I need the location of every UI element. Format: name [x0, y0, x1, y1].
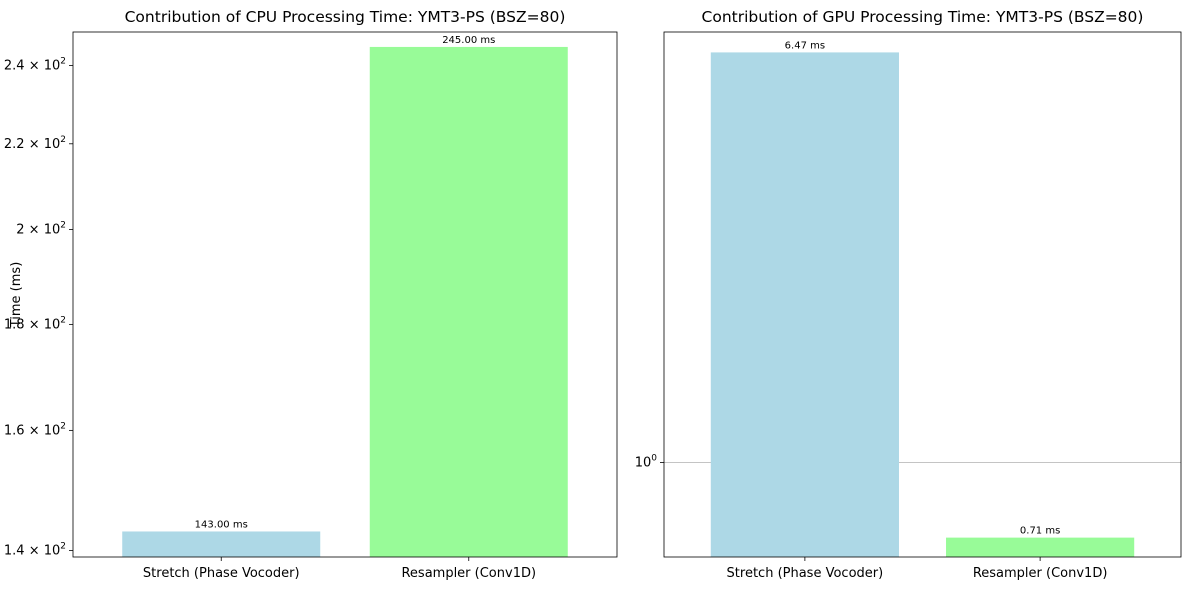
cpu-axes-frame	[72, 31, 618, 558]
cpu-y-tick-base: 1.8 × 10	[4, 317, 60, 332]
cpu-x-tick-label: Resampler (Conv1D)	[401, 566, 536, 581]
cpu-chart-panel: 143.00 ms Stretch (Phase Vocoder) 245.00 m…	[4, 8, 618, 581]
cpu-y-tick-label: 2 × 102	[16, 221, 66, 238]
cpu-y-tick-exponent: 2	[60, 315, 66, 325]
cpu-y-tick-label: 1.8 × 102	[4, 315, 66, 332]
gpu-bar	[946, 537, 1135, 557]
cpu-bar	[369, 46, 568, 557]
gpu-axes-frame	[663, 31, 1182, 558]
cpu-y-tick-label: 1.4 × 102	[4, 542, 66, 559]
cpu-y-tick-label: 2.4 × 102	[4, 56, 66, 73]
cpu-x-tick-label: Stretch (Phase Vocoder)	[143, 566, 300, 581]
gpu-y-tick-exponent: 0	[651, 453, 657, 463]
gpu-data-label: 0.71 ms	[1020, 526, 1060, 537]
cpu-y-tick-label: 2.2 × 102	[4, 135, 66, 152]
gpu-x-tick-label: Resampler (Conv1D)	[973, 566, 1108, 581]
cpu-y-tick-base: 1.4 × 10	[4, 544, 60, 559]
gpu-bar	[710, 52, 899, 558]
cpu-data-label: 143.00 ms	[195, 519, 248, 530]
cpu-y-tick-exponent: 2	[60, 221, 66, 231]
cpu-y-tick-base: 2 × 10	[16, 223, 60, 238]
gpu-chart-title: Contribution of GPU Processing Time: YMT…	[702, 8, 1144, 26]
gpu-y-tick-label: 100	[635, 453, 658, 470]
gpu-x-tick-label: Stretch (Phase Vocoder)	[727, 566, 884, 581]
cpu-y-axis-label: Time (ms)	[9, 262, 24, 329]
gpu-data-label: 6.47 ms	[785, 40, 825, 51]
cpu-y-tick-base: 2.2 × 10	[4, 137, 60, 152]
gpu-y-tick-base: 10	[635, 455, 652, 470]
cpu-data-label: 245.00 ms	[442, 35, 495, 46]
cpu-chart-title: Contribution of CPU Processing Time: YMT…	[125, 8, 566, 26]
cpu-y-tick-exponent: 2	[60, 56, 66, 66]
cpu-y-tick-label: 1.6 × 102	[4, 421, 66, 438]
cpu-bar	[122, 531, 321, 557]
cpu-y-tick-exponent: 2	[60, 135, 66, 145]
cpu-y-tick-exponent: 2	[60, 421, 66, 431]
cpu-y-tick-base: 2.4 × 10	[4, 58, 60, 73]
cpu-y-tick-base: 1.6 × 10	[4, 423, 60, 438]
cpu-y-tick-exponent: 2	[60, 542, 66, 552]
gpu-chart-panel: 6.47 ms Stretch (Phase Vocoder) 0.71 ms Res…	[635, 8, 1182, 581]
